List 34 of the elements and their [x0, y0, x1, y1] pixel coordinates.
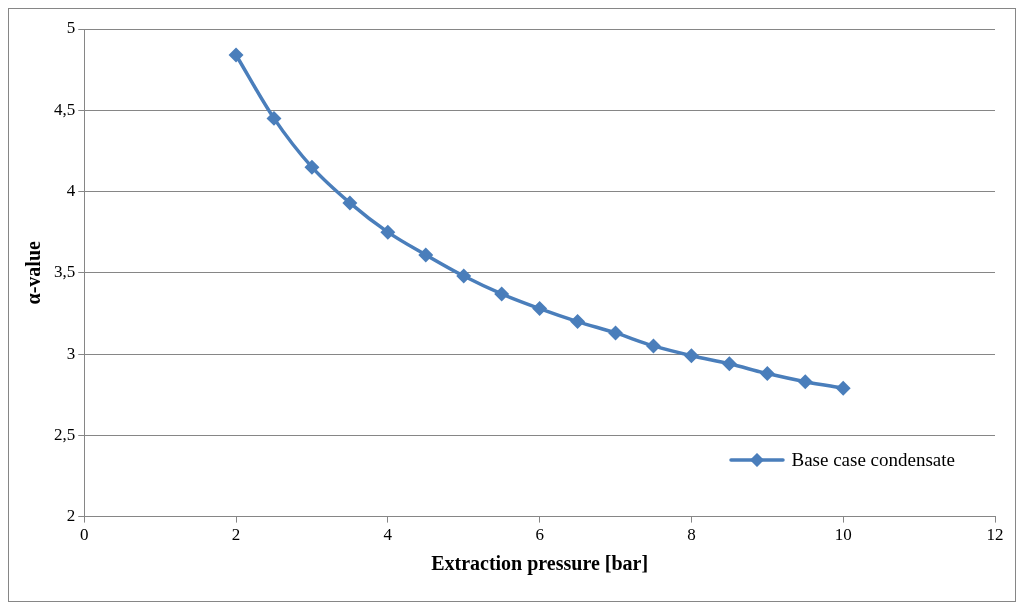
- y-tick-label: 2: [66, 506, 76, 526]
- point: [836, 381, 850, 395]
- x-tick-label: 12: [986, 525, 1004, 545]
- x-tick-label: 2: [231, 525, 241, 545]
- point: [381, 225, 395, 239]
- y-tick-label: 3,5: [54, 262, 76, 282]
- point: [760, 366, 775, 381]
- x-tick-label: 10: [834, 525, 852, 545]
- x-tick-label: 8: [687, 525, 696, 545]
- point: [343, 196, 357, 210]
- point: [419, 248, 433, 262]
- y-tick-label: 5: [66, 18, 76, 38]
- point: [456, 269, 471, 283]
- point: [229, 48, 243, 62]
- point: [684, 348, 699, 363]
- x-tick-label: 0: [80, 525, 89, 545]
- point: [608, 326, 623, 340]
- y-tick-label: 4,5: [54, 99, 76, 119]
- point: [267, 111, 281, 126]
- point: [646, 339, 661, 353]
- y-axis-title: α-value: [22, 240, 45, 305]
- y-tick-label: 3: [66, 343, 76, 363]
- x-axis-title: Extraction pressure [bar]: [431, 552, 649, 576]
- y-tick-label: 2,5: [54, 424, 76, 444]
- legend-label: Base case condensate: [791, 449, 955, 471]
- point: [305, 160, 319, 174]
- point: [532, 301, 547, 316]
- x-tick-label: 4: [383, 525, 393, 545]
- point: [798, 374, 813, 389]
- y-tick-label: 4: [66, 181, 76, 200]
- point: [494, 287, 509, 301]
- point: [570, 314, 585, 329]
- x-tick-label: 6: [535, 525, 544, 545]
- point: [722, 357, 737, 371]
